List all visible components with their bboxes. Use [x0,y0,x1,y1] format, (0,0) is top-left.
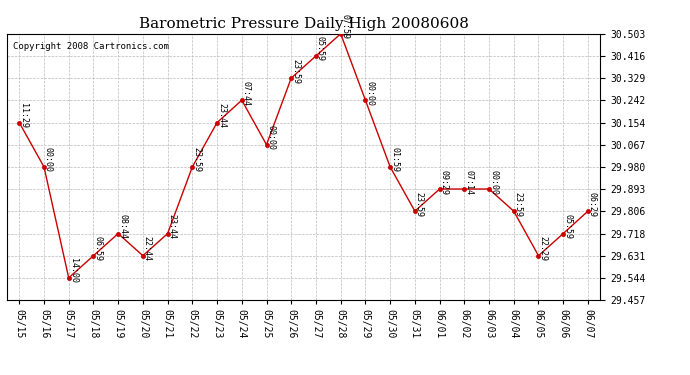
Text: 00:00: 00:00 [266,125,275,150]
Text: 07:44: 07:44 [241,81,250,106]
Text: 23:44: 23:44 [217,103,226,128]
Text: 09:29: 09:29 [440,170,449,195]
Text: 00:00: 00:00 [366,81,375,106]
Title: Barometric Pressure Daily High 20080608: Barometric Pressure Daily High 20080608 [139,17,469,31]
Text: 05:59: 05:59 [316,36,325,62]
Text: 06:59: 06:59 [93,236,102,261]
Text: 11:29: 11:29 [19,103,28,128]
Text: 22:29: 22:29 [538,236,547,261]
Text: 01:59: 01:59 [390,147,399,172]
Text: 00:00: 00:00 [489,170,498,195]
Text: 22:44: 22:44 [143,236,152,261]
Text: 07:59: 07:59 [341,14,350,39]
Text: 07:14: 07:14 [464,170,473,195]
Text: 23:59: 23:59 [415,192,424,217]
Text: 23:59: 23:59 [193,147,201,172]
Text: 23:44: 23:44 [168,214,177,239]
Text: 05:59: 05:59 [563,214,572,239]
Text: 06:29: 06:29 [588,192,597,217]
Text: 14:00: 14:00 [69,258,78,284]
Text: 08:44: 08:44 [118,214,127,239]
Text: 23:59: 23:59 [514,192,523,217]
Text: Copyright 2008 Cartronics.com: Copyright 2008 Cartronics.com [13,42,169,51]
Text: 23:59: 23:59 [291,58,300,84]
Text: 00:00: 00:00 [44,147,53,172]
